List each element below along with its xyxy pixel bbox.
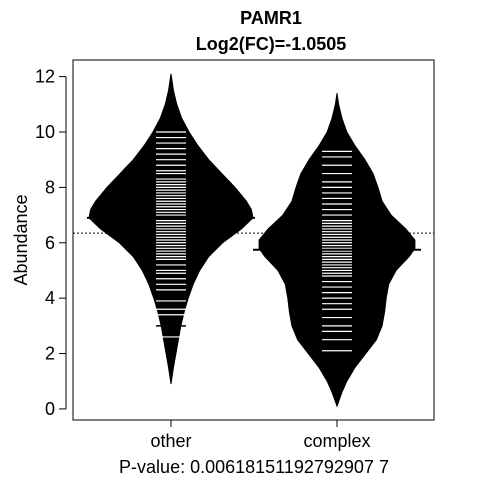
y-axis: 0 2 4 6 8 10 12 xyxy=(35,67,67,419)
x-axis-label: P-value: 0.00618151192792907 7 xyxy=(119,457,389,477)
y-tick-label: 2 xyxy=(45,344,55,364)
y-tick-label: 10 xyxy=(35,122,55,142)
y-tick-label: 4 xyxy=(45,288,55,308)
y-axis-label: Abundance xyxy=(11,194,31,285)
x-axis: other complex xyxy=(150,420,371,451)
x-tick-label: other xyxy=(150,431,191,451)
y-tick-label: 0 xyxy=(45,399,55,419)
bean-complex xyxy=(253,93,421,408)
y-tick-label: 6 xyxy=(45,233,55,253)
x-tick-label: complex xyxy=(303,431,370,451)
chart-title: PAMR1 xyxy=(240,8,302,28)
bean-other xyxy=(87,73,255,385)
chart-subtitle: Log2(FC)=-1.0505 xyxy=(196,34,347,54)
y-tick-label: 12 xyxy=(35,67,55,87)
beans-layer xyxy=(73,73,434,408)
plot-frame xyxy=(72,59,435,421)
y-tick-label: 8 xyxy=(45,177,55,197)
